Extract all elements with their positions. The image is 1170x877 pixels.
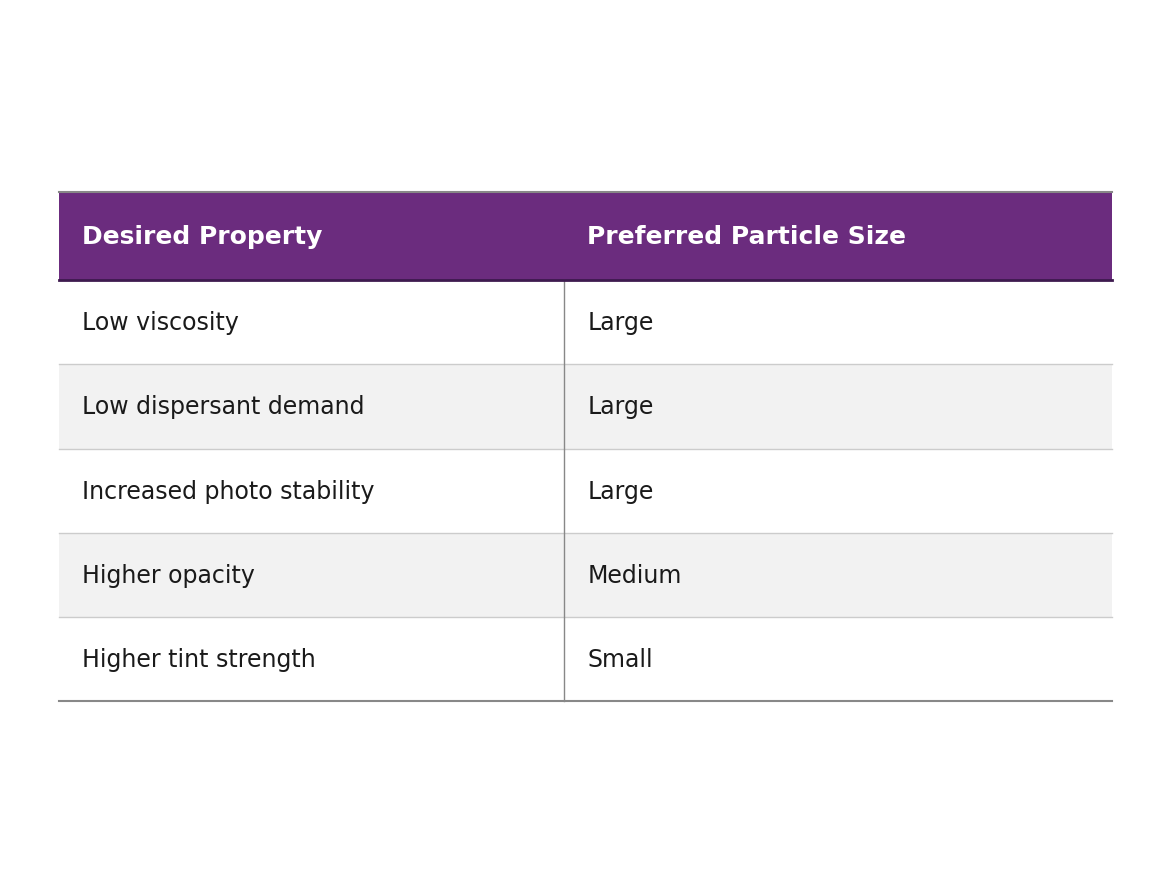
Text: Medium: Medium [587,563,682,588]
Text: Desired Property: Desired Property [82,225,322,249]
Text: Preferred Particle Size: Preferred Particle Size [587,225,907,249]
Text: Higher tint strength: Higher tint strength [82,647,316,672]
Text: Increased photo stability: Increased photo stability [82,479,374,503]
Text: Large: Large [587,479,654,503]
Text: Low dispersant demand: Low dispersant demand [82,395,364,419]
Bar [58,281,1112,365]
Text: Large: Large [587,395,654,419]
Bar [58,193,1112,281]
Bar [58,533,1112,617]
Text: Low viscosity: Low viscosity [82,310,239,335]
Text: Small: Small [587,647,653,672]
Bar [58,617,1112,702]
Bar [58,365,1112,449]
Bar [58,449,1112,533]
Text: Large: Large [587,310,654,335]
Text: Higher opacity: Higher opacity [82,563,255,588]
